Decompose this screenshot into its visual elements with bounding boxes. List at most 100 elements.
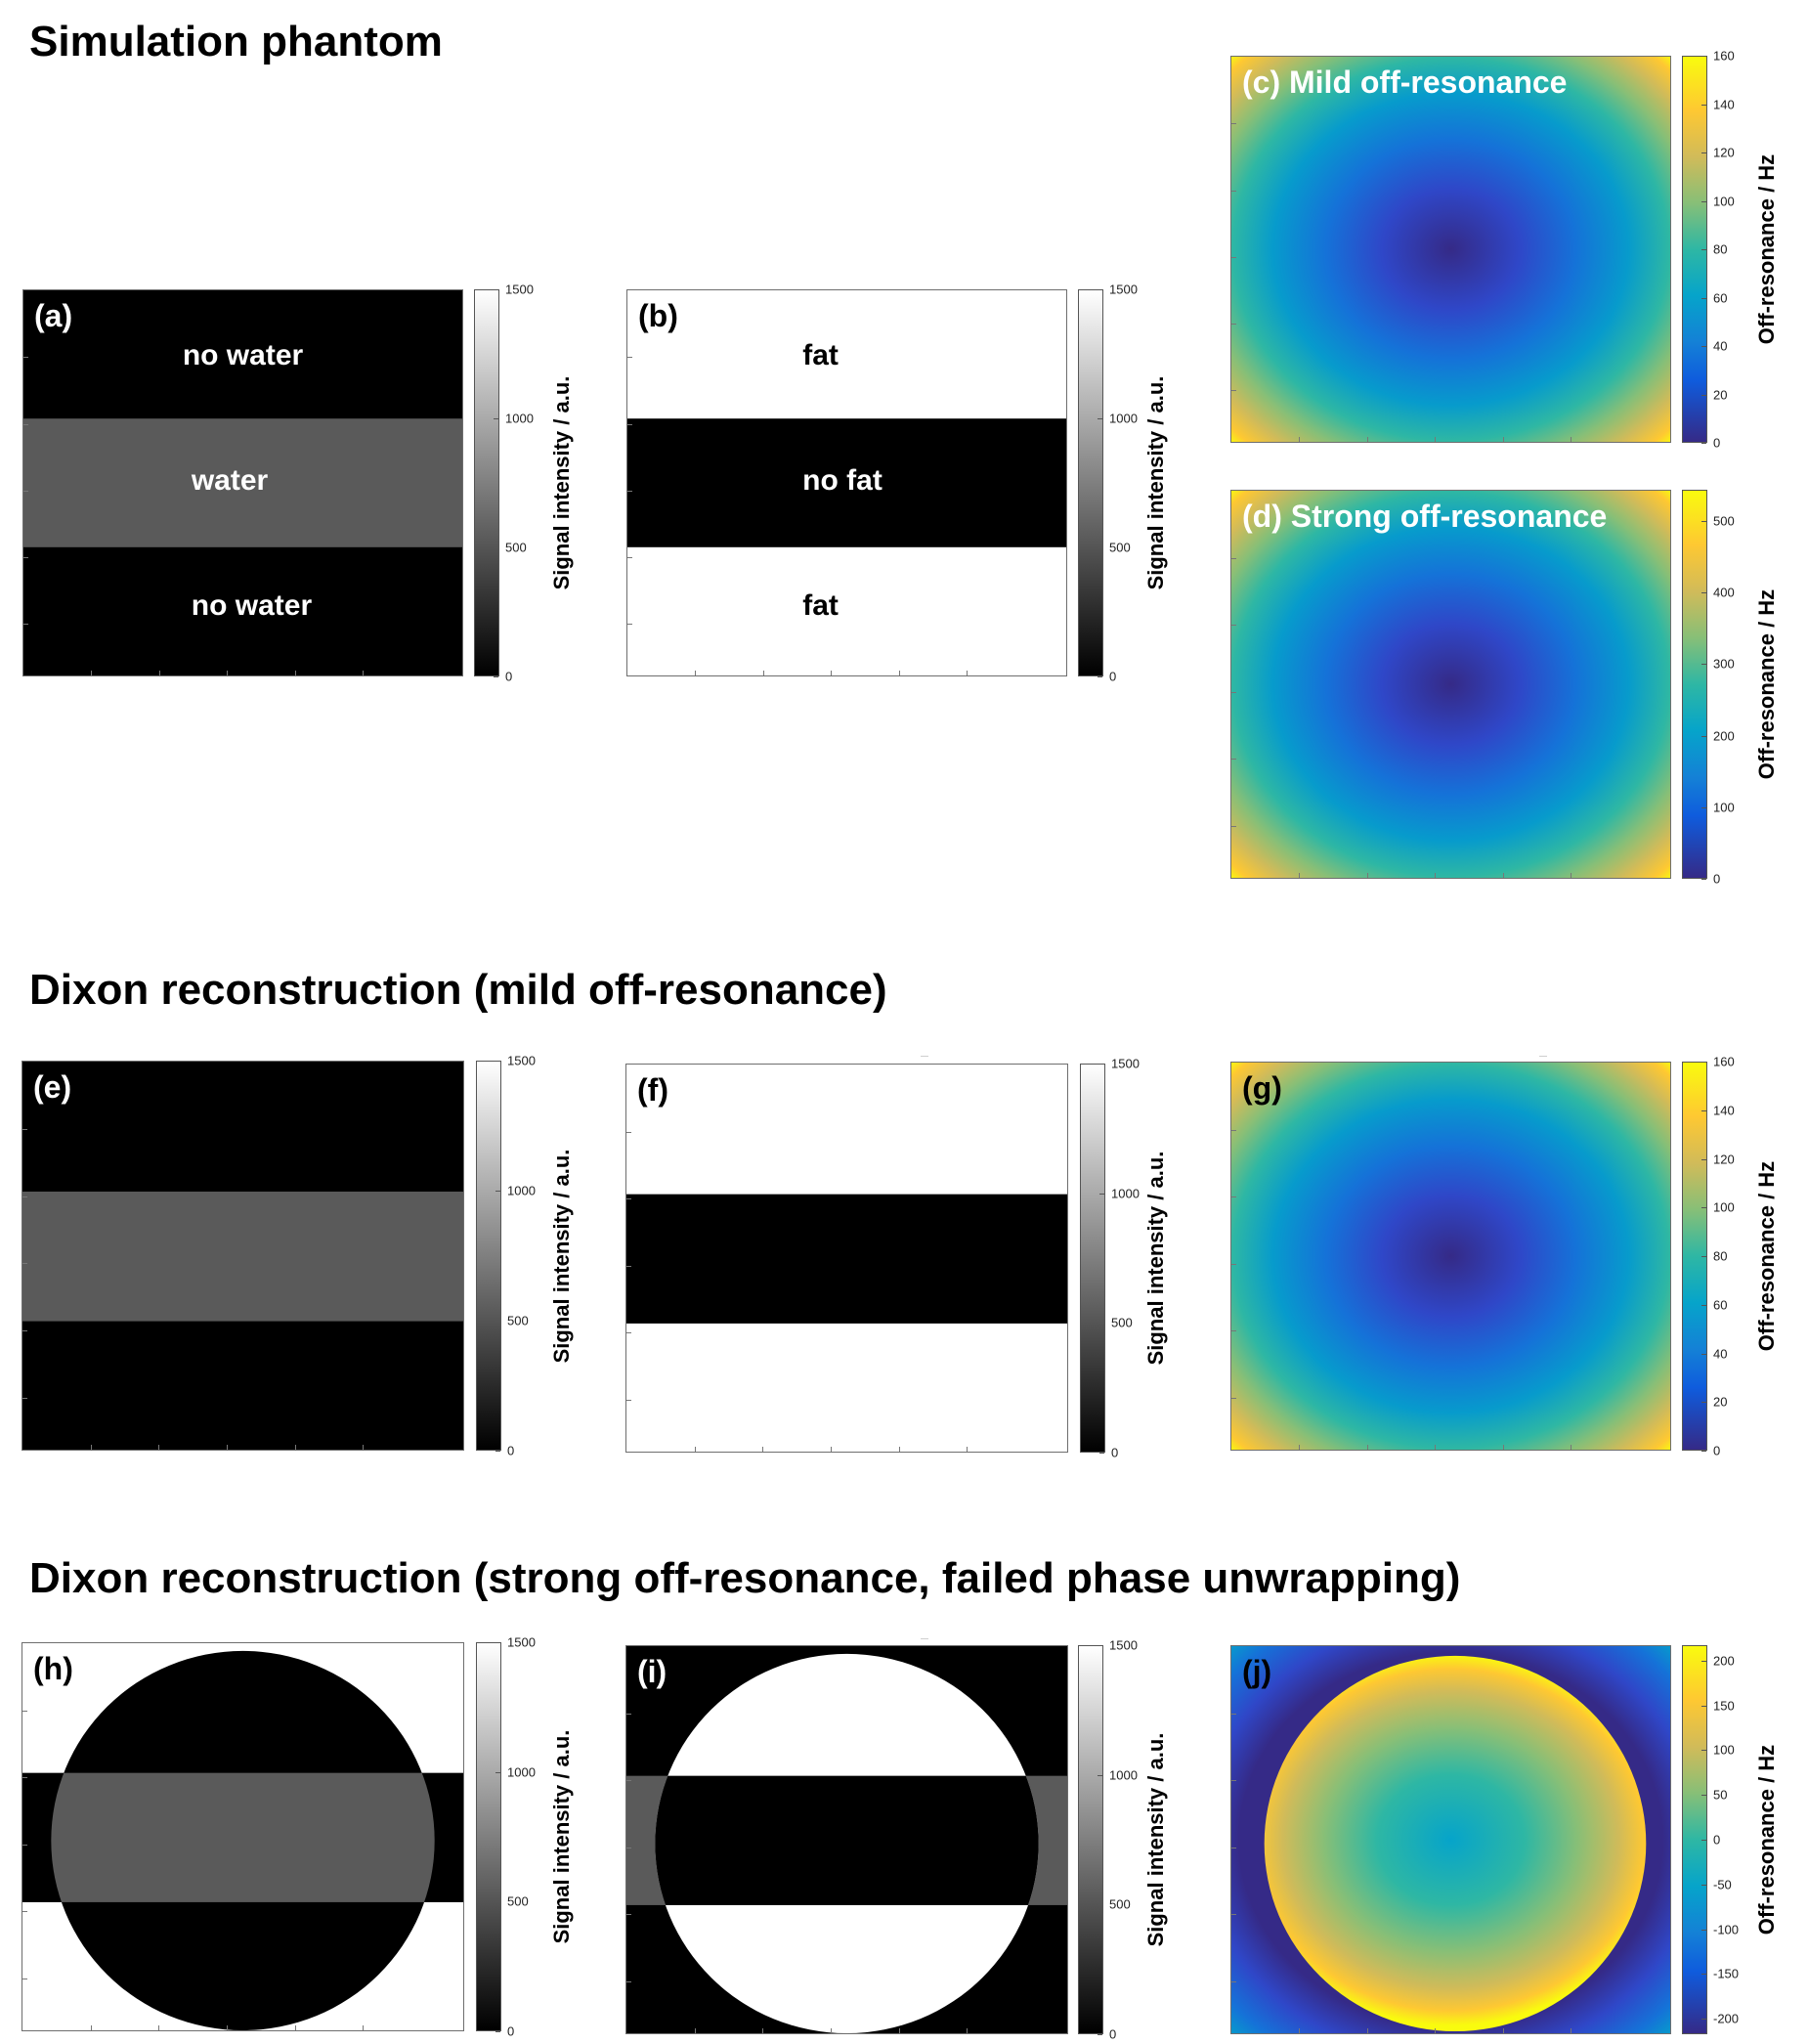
axis-tick-mark <box>1231 390 1236 391</box>
colorbar-tick-mark <box>1701 394 1706 396</box>
colorbar-tick-label: 1000 <box>507 1764 536 1780</box>
axis-tick-mark <box>1231 1398 1236 1399</box>
colorbar-tick-mark <box>1701 152 1706 153</box>
colorbar-tick-mark <box>1701 1353 1706 1355</box>
panel-i-label: (i) <box>637 1654 667 1689</box>
axis-tick-mark <box>1435 2028 1436 2033</box>
colorbar-tick-label: 1500 <box>1109 282 1138 297</box>
panel-b-fat-phantom: (b) fat no fat fat <box>626 289 1067 676</box>
colorbar-tick-mark <box>495 1451 500 1452</box>
colorbar-tick-mark <box>495 1061 500 1062</box>
axis-tick-mark <box>627 491 632 492</box>
colorbar-tick-mark <box>1701 1256 1706 1257</box>
axis-tick-mark <box>1231 1714 1236 1715</box>
colorbar-tick-label: 0 <box>1713 871 1721 887</box>
water-failed-unwrap-image <box>22 1643 463 2030</box>
colorbar-tick-label: 40 <box>1713 1346 1728 1361</box>
colorbar-c-label: Off-resonance / Hz <box>1754 153 1779 345</box>
axis-tick-mark <box>626 1914 631 1915</box>
axis-tick-mark <box>627 424 632 425</box>
colorbar-tick-mark <box>1701 200 1706 202</box>
colorbar-tick-mark <box>1701 1750 1706 1752</box>
colorbar-tick-label: 150 <box>1713 1698 1735 1714</box>
colorbar-tick-mark <box>1098 289 1102 290</box>
colorbar-j-label: Off-resonance / Hz <box>1754 1744 1779 1935</box>
axis-tick-mark <box>1231 826 1236 827</box>
colorbar-tick-label: 140 <box>1713 1103 1735 1118</box>
colorbar-tick-label: 80 <box>1713 1248 1728 1264</box>
colorbar-tick-mark <box>1099 1453 1104 1454</box>
axis-tick-mark <box>22 1398 27 1399</box>
colorbar-d <box>1682 490 1707 879</box>
panel-a-label: (a) <box>34 298 73 333</box>
axis-tick-mark <box>1231 1780 1236 1781</box>
axis-tick-mark <box>363 2025 364 2030</box>
axis-tick-mark <box>1435 873 1436 878</box>
colorbar-i-label: Signal intensity / a.u. <box>1143 1732 1168 1947</box>
axis-tick-mark <box>967 2028 968 2033</box>
colorbar-tick-mark <box>1701 1451 1706 1452</box>
image-speck <box>1539 1056 1547 1057</box>
colorbar-h-label: Signal intensity / a.u. <box>549 1729 574 1944</box>
axis-tick-mark <box>831 2028 832 2033</box>
axis-tick-mark <box>23 557 28 558</box>
axis-tick-mark <box>159 671 160 675</box>
panel-h-water-failed-unwrap: (h) <box>22 1642 464 2031</box>
colorbar-tick-label: 0 <box>1111 1445 1119 1460</box>
fat-failed-unwrap-image <box>626 1646 1067 2033</box>
axis-tick-mark <box>23 491 28 492</box>
axis-tick-mark <box>831 671 832 675</box>
colorbar-tick-label: 1500 <box>505 282 534 297</box>
axis-tick-mark <box>23 424 28 425</box>
water-reconstruction-image <box>22 1062 463 1450</box>
panel-j-wrapped-field-map: (j) <box>1230 1645 1671 2034</box>
colorbar-tick-mark <box>1701 1705 1706 1707</box>
axis-tick-mark <box>1231 1196 1236 1197</box>
colorbar-h <box>476 1642 501 2031</box>
colorbar-tick-mark <box>1701 1062 1706 1063</box>
axis-tick-mark <box>626 1198 631 1199</box>
panel-d-label: (d) Strong off-resonance <box>1242 499 1608 534</box>
colorbar-tick-mark <box>1701 879 1706 880</box>
colorbar-tick-label: 120 <box>1713 145 1735 160</box>
axis-tick-mark <box>1435 437 1436 442</box>
axis-tick-mark <box>1299 2028 1300 2033</box>
colorbar-tick-mark <box>495 2031 500 2032</box>
panel-a-water-phantom: (a) no water water no water <box>22 289 463 676</box>
axis-tick-mark <box>1503 1445 1504 1450</box>
axis-tick-mark <box>227 671 228 675</box>
colorbar-a <box>474 289 499 676</box>
panel-h-label: (h) <box>33 1651 73 1686</box>
colorbar-tick-label: 160 <box>1713 1054 1735 1069</box>
colorbar-tick-label: 1500 <box>1109 1637 1138 1653</box>
section-title-dixon-strong: Dixon reconstruction (strong off-resonan… <box>29 1554 1461 1602</box>
colorbar-tick-mark <box>1701 1974 1706 1976</box>
axis-tick-mark <box>1299 1445 1300 1450</box>
axis-tick-mark <box>627 357 632 358</box>
axis-tick-mark <box>899 1447 900 1452</box>
axis-tick-mark <box>23 357 28 358</box>
colorbar-tick-mark <box>1701 1109 1706 1111</box>
colorbar-tick-mark <box>1701 1304 1706 1306</box>
colorbar-tick-mark <box>1701 735 1706 737</box>
axis-tick-mark <box>1231 123 1236 124</box>
panel-f-label: (f) <box>637 1072 668 1108</box>
annotation-water: water <box>191 464 269 497</box>
colorbar-tick-label: 100 <box>1713 194 1735 208</box>
colorbar-tick-label: 1500 <box>507 1634 536 1650</box>
colorbar-tick-mark <box>1098 1645 1102 1646</box>
axis-tick-mark <box>1299 437 1300 442</box>
axis-tick-mark <box>1367 437 1368 442</box>
axis-tick-mark <box>899 671 900 675</box>
axis-tick-mark <box>627 557 632 558</box>
colorbar-tick-mark <box>1099 1064 1104 1065</box>
colorbar-tick-label: 0 <box>507 2023 515 2039</box>
colorbar-d-label: Off-resonance / Hz <box>1754 588 1779 780</box>
axis-tick-mark <box>22 1129 27 1130</box>
axis-tick-mark <box>22 1845 27 1846</box>
colorbar-tick-label: 500 <box>1713 513 1735 529</box>
colorbar-tick-label: 100 <box>1713 1199 1735 1215</box>
colorbar-tick-label: 500 <box>505 540 527 555</box>
colorbar-tick-mark <box>1701 249 1706 250</box>
strong-field-map-image <box>1231 491 1670 878</box>
